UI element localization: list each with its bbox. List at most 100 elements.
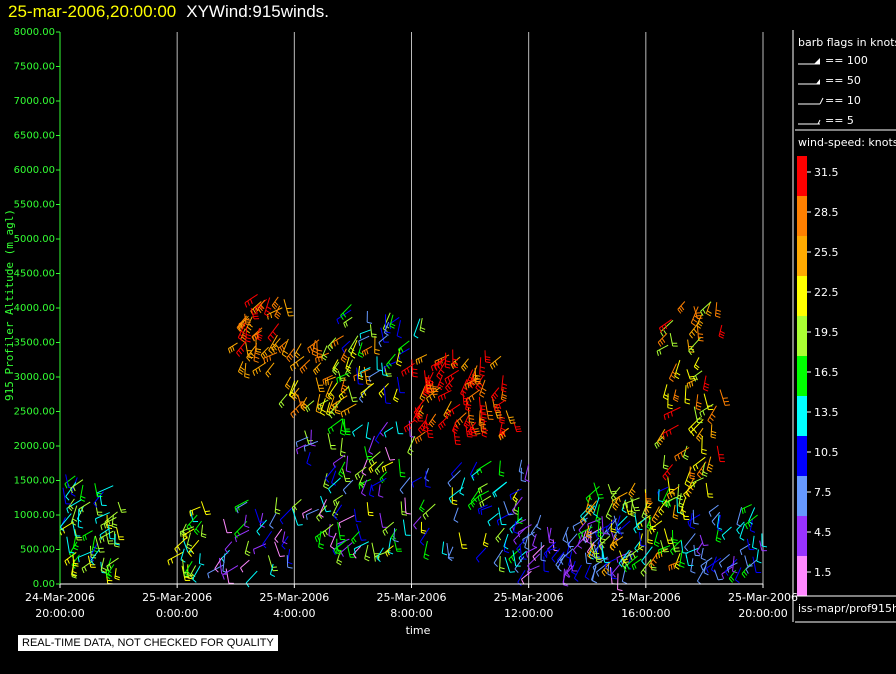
wind-barb-742 — [692, 509, 699, 525]
speed-swatch-1 — [797, 196, 807, 236]
wind-barb-227 — [399, 477, 411, 494]
wind-barb-129 — [245, 326, 252, 343]
wind-barb-282 — [291, 499, 302, 513]
wind-barb-142 — [265, 362, 275, 378]
barb-flag — [669, 429, 672, 435]
barb-shaft — [316, 341, 318, 358]
barb-flag — [423, 429, 429, 433]
wind-barb-693 — [674, 447, 690, 462]
wind-barb-111 — [224, 541, 233, 554]
barb-flag — [336, 378, 339, 384]
wind-barb-225 — [364, 544, 371, 562]
wind-barb-700 — [662, 384, 669, 401]
barb-shaft — [562, 526, 569, 541]
y-tick-label-3: 1500.00 — [14, 476, 55, 487]
barb-flag — [511, 510, 516, 515]
barb-flag — [328, 488, 332, 494]
barb-flag — [316, 535, 320, 541]
wind-barb-462 — [477, 504, 488, 515]
barb-flag — [332, 550, 336, 555]
barb-flag — [633, 506, 639, 509]
barb-flag — [690, 378, 696, 380]
wind-barb-113 — [240, 559, 250, 573]
barb-shaft — [419, 385, 426, 399]
wind-barb-235 — [342, 479, 354, 495]
barb-flag — [260, 354, 265, 360]
wind-barb-616 — [605, 503, 613, 520]
barb-flag — [332, 370, 337, 376]
barb-shaft — [562, 568, 565, 585]
barb-flag — [681, 509, 687, 513]
barb-shaft — [674, 553, 681, 567]
wind-barb-423 — [482, 533, 489, 548]
barb-flag — [600, 541, 606, 544]
barb-flag — [698, 339, 704, 342]
wind-barb-434 — [423, 540, 430, 561]
barb-flag — [647, 539, 653, 542]
wind-barb-223 — [402, 519, 411, 536]
wind-barb-383 — [437, 375, 445, 391]
barb-flag — [641, 560, 646, 566]
barb-shaft — [228, 342, 238, 349]
barb-flag — [368, 376, 371, 383]
wind-barb-449 — [419, 527, 430, 546]
wind-barb-59 — [94, 512, 110, 524]
wind-barb-283 — [342, 419, 351, 433]
wind-barb-157 — [315, 377, 325, 393]
barb-flag — [690, 431, 695, 437]
barb-flag — [238, 371, 243, 375]
barb-flag — [629, 555, 633, 561]
barb-flag — [631, 488, 636, 493]
barb-flag — [555, 564, 560, 569]
wind-barb-641 — [585, 525, 593, 539]
barb-shaft — [474, 367, 477, 382]
barb-flag — [271, 305, 276, 310]
x-tick-date-4: 25-Mar-2006 — [494, 591, 564, 604]
barb-flag — [302, 513, 305, 519]
wind-barb-663 — [716, 445, 725, 463]
wind-barb-678 — [714, 302, 721, 318]
barb-shaft — [358, 474, 364, 485]
wind-barb-531 — [540, 542, 547, 562]
barb-shaft — [237, 361, 244, 372]
barb-flag — [357, 377, 364, 381]
barb-shaft — [567, 533, 578, 545]
wind-barb-442 — [441, 541, 448, 556]
barb-flag — [66, 508, 69, 514]
barb-flag — [521, 479, 527, 483]
barb-flag — [239, 333, 245, 338]
barb-shaft — [518, 459, 523, 472]
barb-flag — [500, 430, 506, 434]
barb-shaft — [250, 301, 262, 312]
barb-shaft — [628, 482, 636, 495]
wind-barb-559 — [623, 555, 638, 573]
barb-flag — [432, 386, 438, 388]
wind-barb-258 — [352, 545, 362, 559]
barb-shaft — [234, 529, 250, 538]
barb-flag — [274, 301, 279, 306]
barb-flag — [660, 551, 663, 558]
barb-flag — [339, 470, 345, 475]
barb-shaft — [657, 333, 668, 343]
barb-shaft — [411, 359, 414, 377]
barb-flag — [318, 546, 324, 550]
wind-barb-228 — [354, 466, 367, 480]
barb-shaft — [186, 514, 198, 528]
barb-shaft — [274, 305, 281, 316]
barb-flag — [322, 379, 325, 385]
barb-flag — [270, 346, 275, 351]
barb-flag — [481, 387, 487, 392]
barb-flag — [521, 578, 525, 584]
barb-shaft — [505, 410, 512, 424]
barb-shaft — [656, 344, 669, 352]
barb-flag — [626, 564, 630, 570]
barb-flag — [336, 339, 339, 345]
barb-shaft — [434, 356, 448, 367]
barb-flag — [282, 541, 288, 545]
wind-barb-267 — [364, 446, 373, 460]
barb-shaft — [378, 383, 389, 394]
barb-flag — [374, 556, 376, 562]
wind-barb-330 — [366, 311, 373, 324]
barb-flag — [293, 505, 298, 511]
